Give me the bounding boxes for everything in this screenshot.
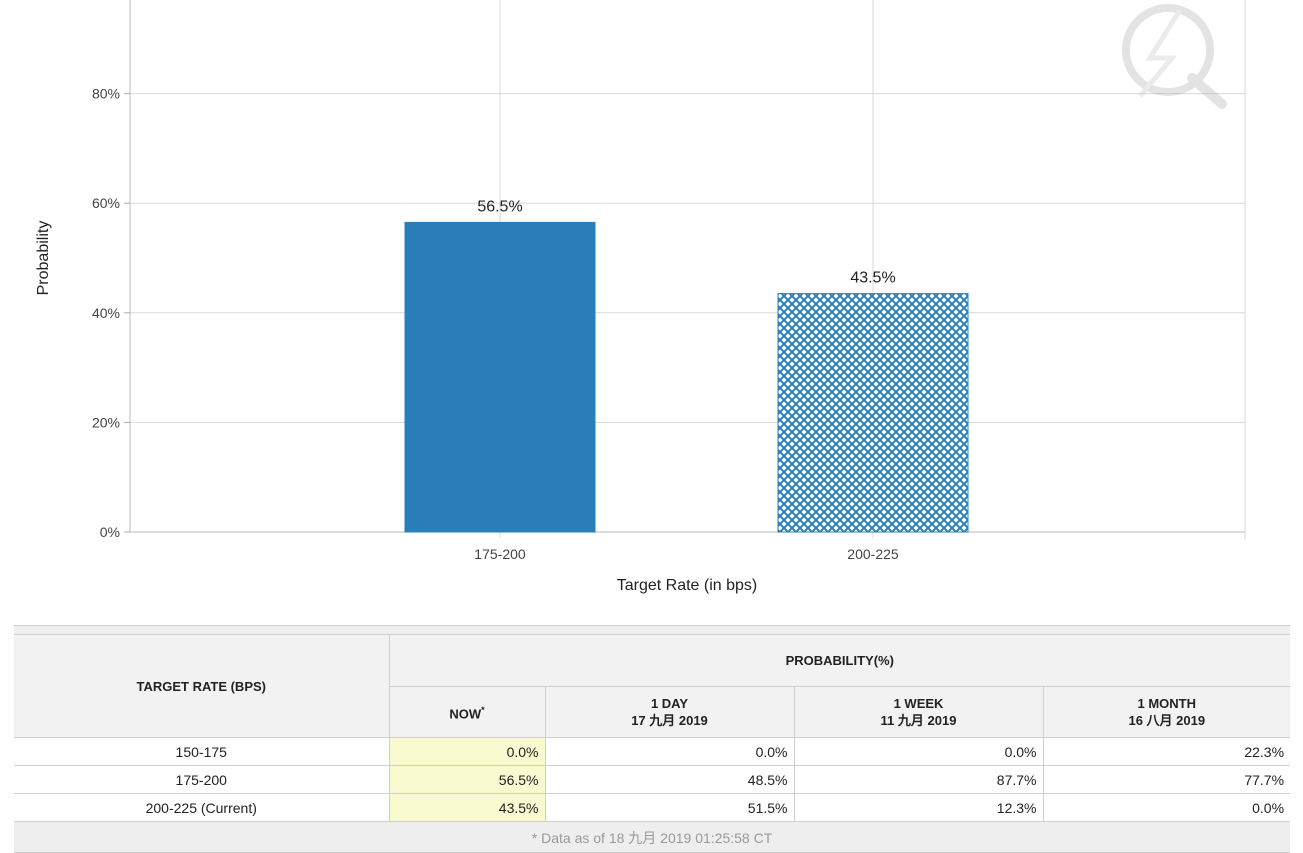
one-month-cell: 77.7% [1042, 765, 1291, 794]
now-cell: 43.5% [388, 793, 546, 822]
one-day-cell: 48.5% [544, 765, 795, 794]
column-date: 17 九月 2019 [631, 712, 708, 728]
table-row: 150-175 0.0% 0.0% 0.0% 22.3% [14, 737, 1291, 766]
column-title: 1 WEEK [893, 695, 944, 711]
x-tick-label: 200-225 [847, 546, 899, 562]
one-month-cell: 22.3% [1042, 737, 1291, 766]
rate-cell: 150-175 [14, 737, 390, 766]
one-week-cell: 12.3% [793, 793, 1044, 822]
data-label: 43.5% [850, 270, 895, 287]
y-axis-title: Probability [35, 221, 52, 296]
y-tick-label: 0% [100, 524, 120, 540]
column-title: NOW [449, 705, 482, 721]
column-date: 11 九月 2019 [880, 712, 957, 728]
column-header-now[interactable]: NOW* [388, 685, 546, 738]
rate-cell: 200-225 (Current) [14, 793, 390, 822]
one-month-cell: 0.0% [1042, 793, 1291, 822]
data-label: 56.5% [477, 198, 522, 215]
column-title: 1 DAY [650, 695, 689, 711]
target-rate-header: TARGET RATE (BPS) [14, 634, 390, 738]
bar-175-200 [404, 221, 596, 533]
now-cell: 56.5% [388, 765, 546, 794]
bar-200-225 [777, 293, 969, 533]
probability-bar-chart: 0% 20% 40% 60% 80% 56.5% 175-200 43.5% 200-225 Ta… [35, 0, 1246, 594]
column-header-1-week[interactable]: 1 WEEK 11 九月 2019 [793, 685, 1044, 738]
column-date: 16 八月 2019 [1128, 712, 1206, 728]
now-cell: 0.0% [388, 737, 546, 766]
y-tick-label: 60% [92, 195, 120, 211]
y-tick-label: 80% [92, 86, 120, 102]
one-week-cell: 0.0% [793, 737, 1044, 766]
x-axis-title: Target Rate (in bps) [617, 577, 758, 594]
probability-table: TARGET RATE (BPS) PROBABILITY(%) NOW* 1 … [14, 625, 1291, 853]
watermark-logo-icon [1122, 4, 1227, 109]
data-timestamp-note: * Data as of 18 九月 2019 01:25:58 CT [14, 821, 1291, 853]
footnote-marker: * [481, 704, 485, 715]
column-title: 1 MONTH [1137, 695, 1197, 711]
table-row: 200-225 (Current) 43.5% 51.5% 12.3% 0.0% [14, 793, 1291, 822]
x-tick-label: 175-200 [474, 546, 526, 562]
probability-group-header: PROBABILITY(%) [388, 634, 1291, 687]
column-header-1-month[interactable]: 1 MONTH 16 八月 2019 [1042, 685, 1291, 738]
one-day-cell: 0.0% [544, 737, 795, 766]
rate-cell: 175-200 [14, 765, 390, 794]
y-tick-label: 40% [92, 305, 120, 321]
y-tick-label: 20% [92, 414, 120, 430]
one-week-cell: 87.7% [793, 765, 1044, 794]
one-day-cell: 51.5% [544, 793, 795, 822]
column-header-1-day[interactable]: 1 DAY 17 九月 2019 [544, 685, 795, 738]
table-row: 175-200 56.5% 48.5% 87.7% 77.7% [14, 765, 1291, 794]
